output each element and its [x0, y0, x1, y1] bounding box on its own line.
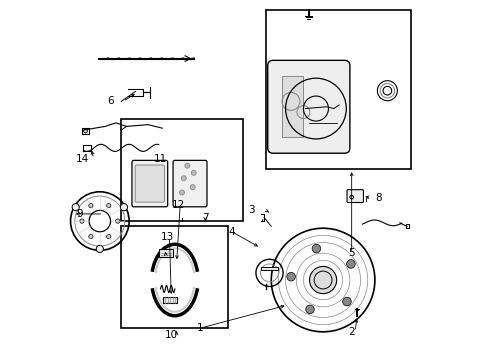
Text: 4: 4 — [228, 227, 235, 237]
Circle shape — [72, 203, 79, 211]
Text: 6: 6 — [107, 96, 114, 107]
Text: 3: 3 — [248, 205, 254, 215]
Bar — [121, 119, 242, 221]
Text: 11: 11 — [154, 154, 167, 163]
Bar — [159, 249, 173, 257]
Text: 1: 1 — [196, 323, 203, 333]
Circle shape — [120, 203, 127, 211]
Circle shape — [309, 266, 336, 294]
Text: 14: 14 — [75, 154, 88, 163]
Circle shape — [88, 234, 93, 239]
Text: 9: 9 — [77, 209, 83, 219]
Circle shape — [181, 176, 186, 181]
Bar — [260, 267, 278, 270]
Text: 5: 5 — [347, 248, 354, 258]
Text: 13: 13 — [161, 232, 174, 242]
Bar — [163, 297, 177, 303]
Bar — [265, 10, 410, 169]
Circle shape — [305, 305, 314, 314]
Circle shape — [115, 219, 120, 223]
Circle shape — [346, 260, 354, 268]
FancyBboxPatch shape — [267, 60, 349, 153]
FancyBboxPatch shape — [132, 160, 167, 207]
Circle shape — [191, 170, 196, 175]
Circle shape — [286, 273, 295, 281]
FancyBboxPatch shape — [135, 165, 164, 202]
FancyBboxPatch shape — [173, 160, 206, 207]
Circle shape — [106, 203, 111, 208]
Circle shape — [342, 297, 350, 306]
Circle shape — [184, 163, 189, 168]
FancyBboxPatch shape — [346, 190, 363, 203]
Text: 10: 10 — [164, 330, 178, 341]
Circle shape — [106, 234, 111, 239]
Text: 7: 7 — [202, 212, 208, 222]
Text: 12: 12 — [171, 200, 184, 210]
Circle shape — [190, 185, 195, 190]
Circle shape — [80, 219, 84, 223]
Circle shape — [88, 203, 93, 208]
Circle shape — [311, 244, 320, 253]
Bar — [121, 226, 228, 328]
Circle shape — [179, 190, 184, 195]
Circle shape — [96, 246, 103, 252]
Text: 8: 8 — [374, 193, 381, 203]
Text: 2: 2 — [347, 327, 354, 337]
Bar — [282, 76, 303, 137]
